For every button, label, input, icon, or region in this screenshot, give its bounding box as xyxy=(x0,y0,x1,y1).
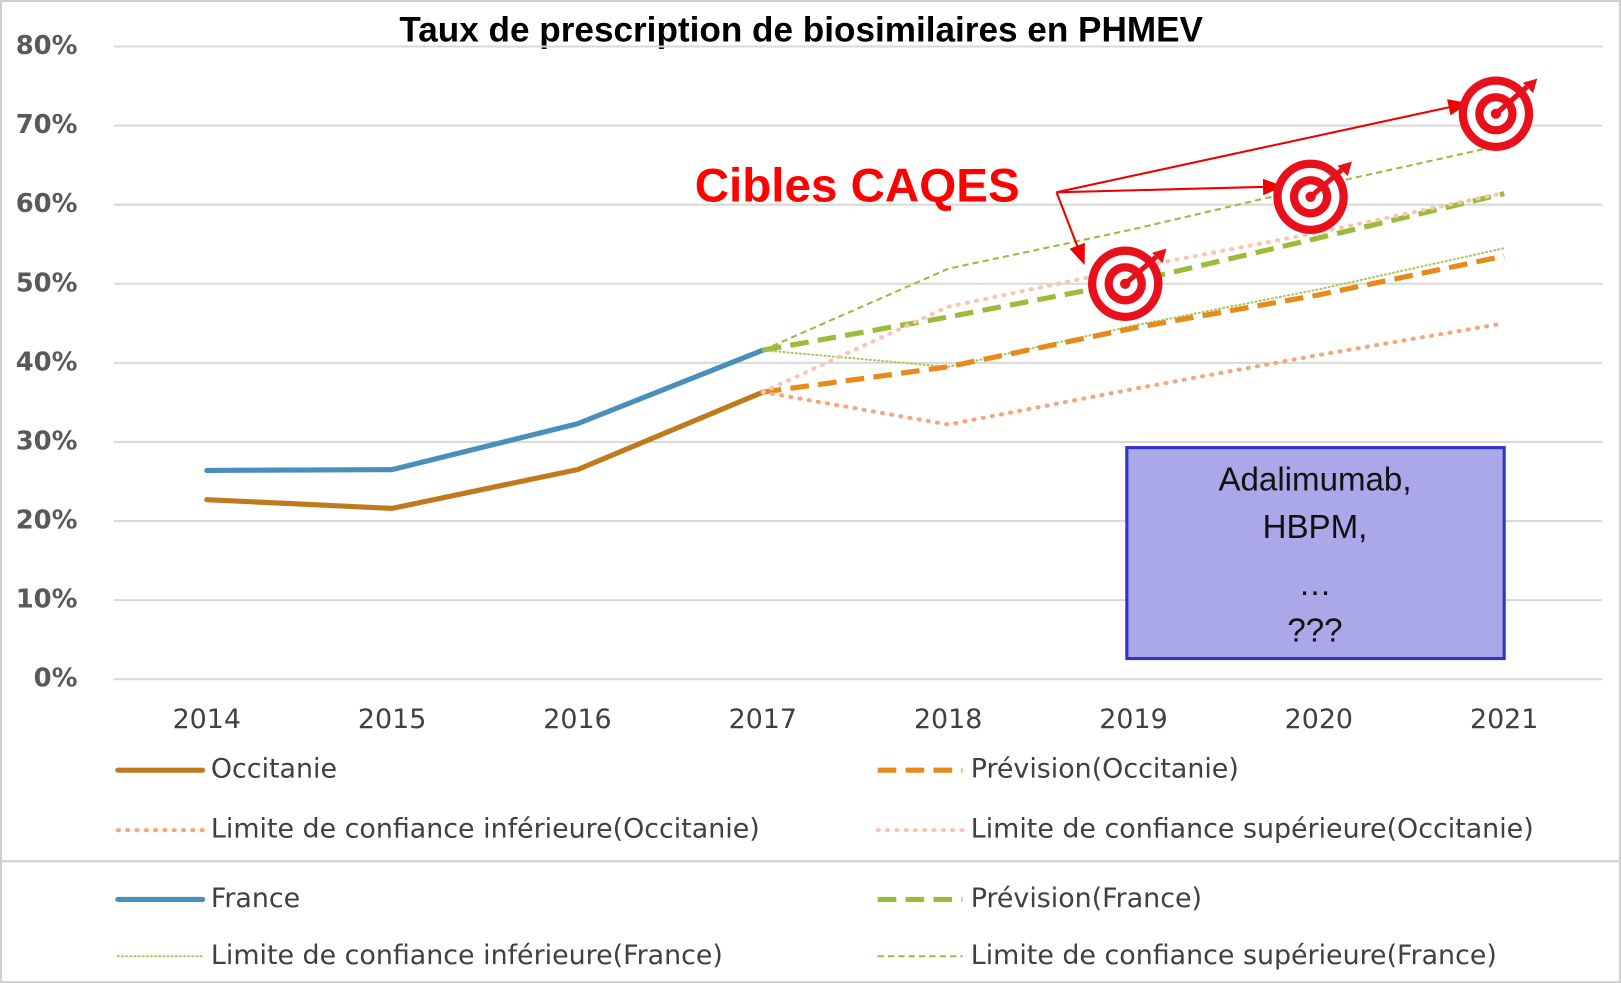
series-line xyxy=(762,253,1505,395)
legend-label: Limite de confiance supérieure(France) xyxy=(971,940,1497,971)
note-text: HBPM, xyxy=(1263,509,1368,546)
annotation: Cibles CAQES xyxy=(695,160,1020,213)
target-arrow xyxy=(1056,99,1469,194)
legend-label: Limite de confiance supérieure(Occitanie… xyxy=(971,814,1534,845)
target-dart-tail xyxy=(1522,78,1538,94)
x-tick-label: 2018 xyxy=(914,704,982,735)
target-arrow xyxy=(1055,191,1085,266)
y-tick-label: 0% xyxy=(34,664,78,694)
series-line xyxy=(204,347,766,474)
target-dart xyxy=(1494,84,1529,116)
y-tick-label: 50% xyxy=(16,268,78,298)
series-line xyxy=(762,143,1505,352)
x-tick-label: 2019 xyxy=(1099,704,1167,735)
target-dart xyxy=(1308,167,1344,199)
note-text: … xyxy=(1298,566,1331,603)
y-tick-label: 70% xyxy=(16,110,78,140)
target xyxy=(1273,159,1352,235)
y-tick-label: 40% xyxy=(16,347,78,377)
x-tick-label: 2021 xyxy=(1470,704,1538,735)
target xyxy=(1088,246,1167,321)
y-tick-label: 80% xyxy=(16,31,78,61)
legend-label: Prévision(France) xyxy=(971,883,1202,914)
y-tick-label: 10% xyxy=(16,585,78,615)
x-tick-label: 2016 xyxy=(543,704,611,735)
legend-label: Limite de confiance inférieure(Occitanie… xyxy=(211,814,760,845)
y-tick-label: 20% xyxy=(16,506,78,536)
note-text: Adalimumab, xyxy=(1218,461,1411,498)
target xyxy=(1458,76,1538,151)
x-tick-label: 2020 xyxy=(1285,704,1353,735)
legend-label: Prévision(Occitanie) xyxy=(971,754,1239,785)
target-dart-tail xyxy=(1152,248,1167,264)
x-tick-label: 2017 xyxy=(729,704,797,735)
x-tick-label: 2015 xyxy=(358,704,426,735)
y-tick-label: 30% xyxy=(16,426,78,456)
legend-label: Occitanie xyxy=(211,754,337,785)
legend-label: France xyxy=(211,883,300,914)
target-dart-tail xyxy=(1337,161,1352,177)
chart-title: Taux de prescription de biosimilaires en… xyxy=(399,10,1203,49)
legend-label: Limite de confiance inférieure(France) xyxy=(211,940,723,971)
series-line xyxy=(204,389,766,511)
target-dart xyxy=(1123,254,1158,286)
target-arrow xyxy=(1056,178,1284,196)
x-tick-label: 2014 xyxy=(173,704,241,735)
note-box xyxy=(1125,446,1506,661)
y-tick-label: 60% xyxy=(16,189,78,219)
note-text: ??? xyxy=(1287,612,1342,649)
